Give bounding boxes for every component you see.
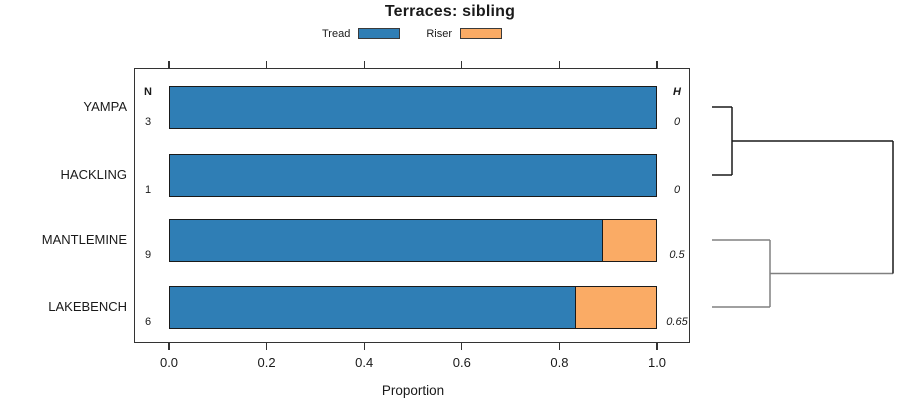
n-value: 3 xyxy=(144,115,152,128)
legend-item-riser: Riser xyxy=(426,28,502,40)
bar-segment-riser xyxy=(602,219,656,261)
axis-tick-bottom xyxy=(363,343,365,350)
n-column-header: N xyxy=(144,86,152,98)
h-value: 0 xyxy=(673,183,681,196)
legend-label-tread: Tread xyxy=(322,27,351,40)
axis-tick-bottom xyxy=(461,343,463,350)
axis-tick-top xyxy=(558,61,560,68)
axis-tick-label: 0.6 xyxy=(452,355,471,370)
category-label-mantlemine: MANTLEMINE xyxy=(41,232,127,247)
bar-segment-tread xyxy=(170,286,575,328)
bar-mantlemine xyxy=(169,218,657,262)
legend-swatch-tread xyxy=(358,28,401,39)
axis-tick-bottom xyxy=(266,343,268,350)
axis-tick-label: 1.0 xyxy=(647,355,667,370)
axis-tick-label: 0.2 xyxy=(257,355,276,370)
h-column-header: H xyxy=(673,86,681,98)
legend-swatch-riser xyxy=(460,28,502,39)
axis-tick-top xyxy=(168,61,170,68)
bar-segment-riser xyxy=(574,286,656,328)
bar-segment-tread xyxy=(170,86,656,128)
bar-yampa xyxy=(169,85,657,129)
category-label-hackling: HACKLING xyxy=(60,167,127,182)
bar-hackling xyxy=(169,153,657,197)
axis-tick-bottom xyxy=(558,343,560,350)
axis-tick-label: 0.8 xyxy=(550,355,569,370)
category-label-yampa: YAMPA xyxy=(83,99,127,114)
legend-label-riser: Riser xyxy=(426,27,452,40)
category-label-lakebench: LAKEBENCH xyxy=(48,299,127,314)
axis-tick-top xyxy=(266,61,268,68)
x-axis-label: Proportion xyxy=(381,383,445,398)
h-value: 0.5 xyxy=(669,248,685,261)
bar-lakebench xyxy=(169,285,657,329)
axis-tick-bottom xyxy=(168,343,170,350)
legend: Tread Riser xyxy=(134,25,690,42)
axis-tick-label: 0.0 xyxy=(159,355,179,370)
chart-title: Terraces: sibling xyxy=(384,3,516,20)
h-value: 0.65 xyxy=(666,315,688,328)
n-value: 1 xyxy=(144,183,152,196)
n-value: 6 xyxy=(144,315,152,328)
axis-tick-bottom xyxy=(656,343,658,350)
axis-tick-top xyxy=(461,61,463,68)
axis-tick-top xyxy=(656,61,658,68)
n-value: 9 xyxy=(144,248,152,261)
h-value: 0 xyxy=(673,115,681,128)
bar-segment-tread xyxy=(170,219,603,261)
axis-tick-label: 0.4 xyxy=(355,355,374,370)
axis-tick-top xyxy=(363,61,365,68)
bar-segment-tread xyxy=(170,154,656,196)
legend-item-tread: Tread xyxy=(322,27,401,40)
